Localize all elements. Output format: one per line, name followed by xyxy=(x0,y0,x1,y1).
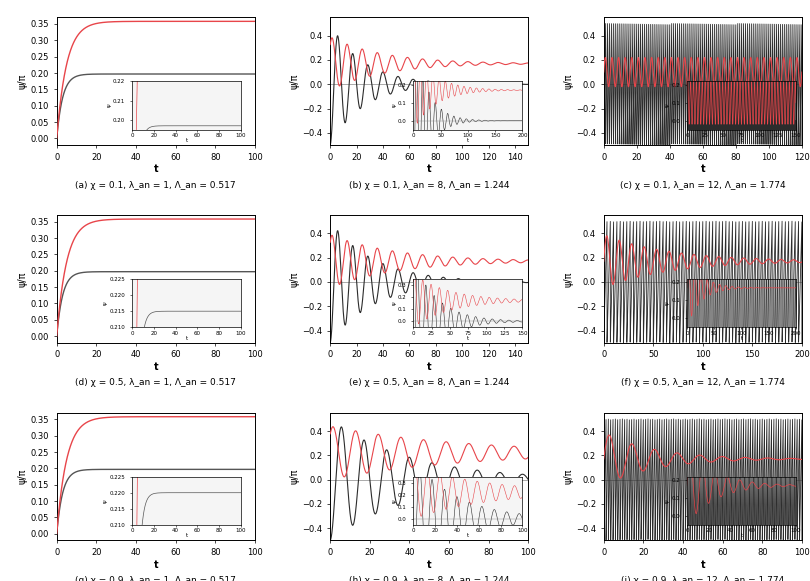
Y-axis label: ψ/π: ψ/π xyxy=(18,271,28,286)
Text: (d) χ = 0.5, λ_an = 1, Λ_an = 0.517: (d) χ = 0.5, λ_an = 1, Λ_an = 0.517 xyxy=(75,378,237,388)
X-axis label: t: t xyxy=(427,362,432,372)
Y-axis label: ψ/π: ψ/π xyxy=(290,271,300,286)
Y-axis label: ψ/π: ψ/π xyxy=(563,469,573,485)
Text: (h) χ = 0.9, λ_an = 8, Λ_an = 1.244: (h) χ = 0.9, λ_an = 8, Λ_an = 1.244 xyxy=(349,576,509,581)
Text: (e) χ = 0.5, λ_an = 8, Λ_an = 1.244: (e) χ = 0.5, λ_an = 8, Λ_an = 1.244 xyxy=(349,378,509,388)
Y-axis label: ψ/π: ψ/π xyxy=(290,73,300,89)
Text: (f) χ = 0.5, λ_an = 12, Λ_an = 1.774: (f) χ = 0.5, λ_an = 12, Λ_an = 1.774 xyxy=(621,378,785,388)
X-axis label: t: t xyxy=(427,164,432,174)
Y-axis label: ψ/π: ψ/π xyxy=(563,271,573,286)
X-axis label: t: t xyxy=(427,560,432,570)
Y-axis label: ψ/π: ψ/π xyxy=(290,469,300,485)
Text: (a) χ = 0.1, λ_an = 1, Λ_an = 0.517: (a) χ = 0.1, λ_an = 1, Λ_an = 0.517 xyxy=(75,181,236,189)
X-axis label: t: t xyxy=(701,362,706,372)
Text: (g) χ = 0.9, λ_an = 1, Λ_an = 0.517: (g) χ = 0.9, λ_an = 1, Λ_an = 0.517 xyxy=(75,576,237,581)
X-axis label: t: t xyxy=(701,164,706,174)
Text: (c) χ = 0.1, λ_an = 12, Λ_an = 1.774: (c) χ = 0.1, λ_an = 12, Λ_an = 1.774 xyxy=(620,181,786,189)
Y-axis label: ψ/π: ψ/π xyxy=(18,73,28,89)
X-axis label: t: t xyxy=(153,560,158,570)
X-axis label: t: t xyxy=(153,362,158,372)
Text: (b) χ = 0.1, λ_an = 8, Λ_an = 1.244: (b) χ = 0.1, λ_an = 8, Λ_an = 1.244 xyxy=(349,181,509,189)
X-axis label: t: t xyxy=(701,560,706,570)
Y-axis label: ψ/π: ψ/π xyxy=(18,469,28,485)
Text: (i) χ = 0.9, λ_an = 12, Λ_an = 1.774: (i) χ = 0.9, λ_an = 12, Λ_an = 1.774 xyxy=(621,576,784,581)
X-axis label: t: t xyxy=(153,164,158,174)
Y-axis label: ψ/π: ψ/π xyxy=(563,73,573,89)
